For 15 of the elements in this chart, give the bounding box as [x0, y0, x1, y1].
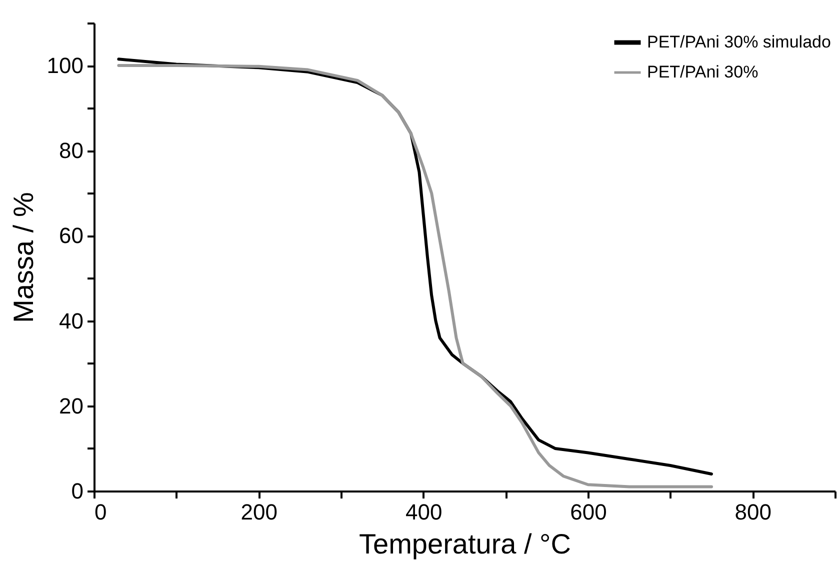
x-tick-label: 0 [94, 500, 107, 524]
y-tick-label: 0 [71, 478, 84, 504]
y-tick-label: 20 [59, 393, 84, 418]
y-tick-label: 40 [59, 308, 84, 334]
legend-label: PET/PAni 30% simulado [647, 32, 831, 52]
y-axis-title: Massa / % [8, 192, 39, 323]
x-tick-label: 200 [240, 500, 278, 524]
x-tick-label: 400 [405, 500, 442, 524]
x-tick-label: 600 [570, 500, 607, 524]
x-tick-label: 800 [734, 500, 772, 524]
y-tick-label: 80 [59, 138, 84, 164]
legend-label: PET/PAni 30% [647, 62, 758, 82]
x-axis-title: Temperatura / °C [359, 528, 571, 560]
y-tick-label: 100 [46, 53, 84, 78]
y-tick-label: 60 [59, 223, 84, 248]
